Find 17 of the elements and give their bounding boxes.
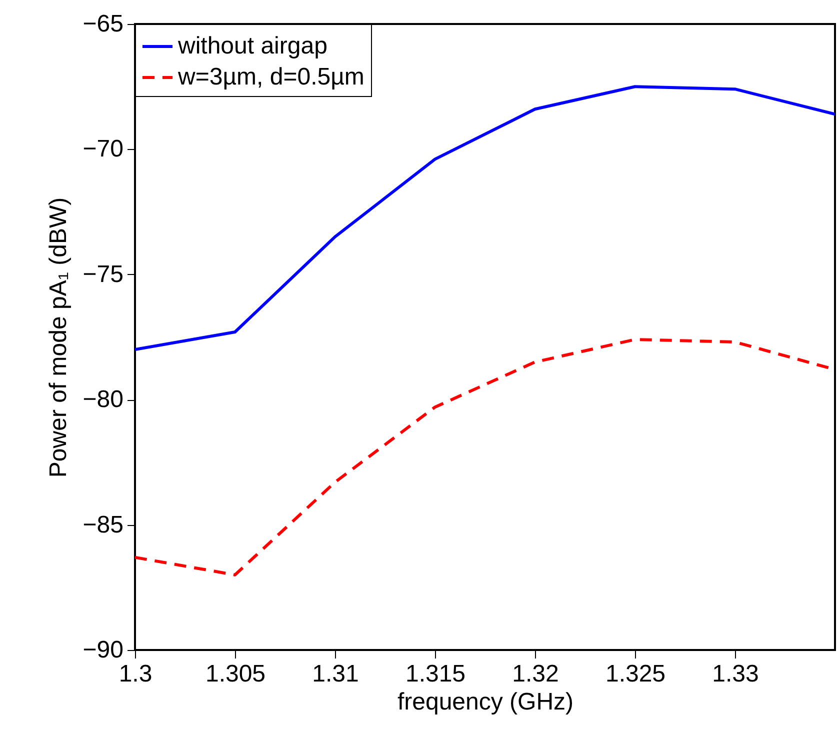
x-tick-label: 1.33 (712, 660, 759, 688)
legend-label: without airgap (177, 32, 328, 60)
y-tick-label: −85 (82, 511, 124, 538)
y-tick-label: −75 (82, 260, 124, 288)
legend-label: w=3µm, d=0.5µm (177, 64, 364, 90)
x-tick-label: 1.3 (118, 660, 152, 688)
x-tick-label: 1.315 (405, 660, 466, 688)
x-tick-label: 1.325 (605, 660, 666, 688)
y-axis-title: Power of mode pA₁ (dBW) (44, 197, 72, 478)
y-tick-label: −90 (82, 636, 124, 664)
x-tick-label: 1.32 (512, 660, 559, 688)
y-tick-label: −70 (82, 136, 124, 163)
y-tick-label: −80 (82, 386, 124, 414)
x-tick-label: 1.305 (205, 660, 266, 688)
x-axis-title: frequency (GHz) (397, 688, 574, 716)
x-tick-label: 1.31 (312, 660, 359, 688)
y-tick-label: −65 (82, 10, 124, 38)
